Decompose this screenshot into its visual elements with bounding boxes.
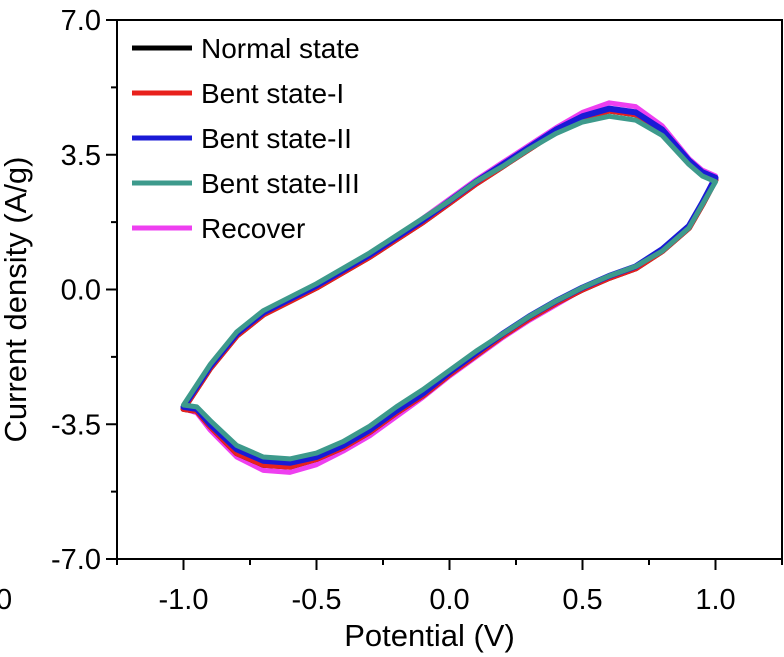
- series-line-bent-state-iii: [181, 113, 718, 462]
- y-tick-label: 3.5: [61, 140, 101, 172]
- y-tick-label: -3.5: [51, 409, 101, 441]
- y-tick-label: 7.0: [61, 5, 101, 37]
- legend-label: Bent state-III: [201, 168, 360, 199]
- y-tick-label: 0.0: [61, 275, 101, 307]
- legend-label: Bent state-I: [201, 78, 344, 109]
- legend-label: Recover: [201, 213, 305, 244]
- legend-label: Bent state-II: [201, 123, 352, 154]
- series-line-recover: [181, 100, 718, 475]
- legend-label: Normal state: [201, 33, 360, 64]
- axis-ticks: -1.0 -0.5 0.0 0.5 1.0 -7.0 -3.5 0.0 3.5 7.0: [51, 5, 783, 616]
- legend: Normal state Bent state-I Bent state-II Ben…: [132, 33, 360, 244]
- series-line-normal-state: [180, 107, 719, 470]
- x-tick-label: 1.0: [695, 584, 735, 616]
- series-line-bent-state-ii: [180, 105, 719, 466]
- series-curves: [180, 100, 719, 475]
- x-tick-label: -1.0: [159, 584, 209, 616]
- x-tick-label: 0.0: [429, 584, 469, 616]
- series-line-bent-state-i: [180, 107, 719, 470]
- y-axis-title: Current density (A/g): [0, 157, 33, 443]
- partial-x-tick-label: 0: [0, 584, 12, 616]
- x-tick-label: 0.5: [562, 584, 602, 616]
- x-tick-label: -0.5: [292, 584, 342, 616]
- x-axis-title: Potential (V): [344, 618, 515, 653]
- y-tick-label: -7.0: [51, 544, 101, 576]
